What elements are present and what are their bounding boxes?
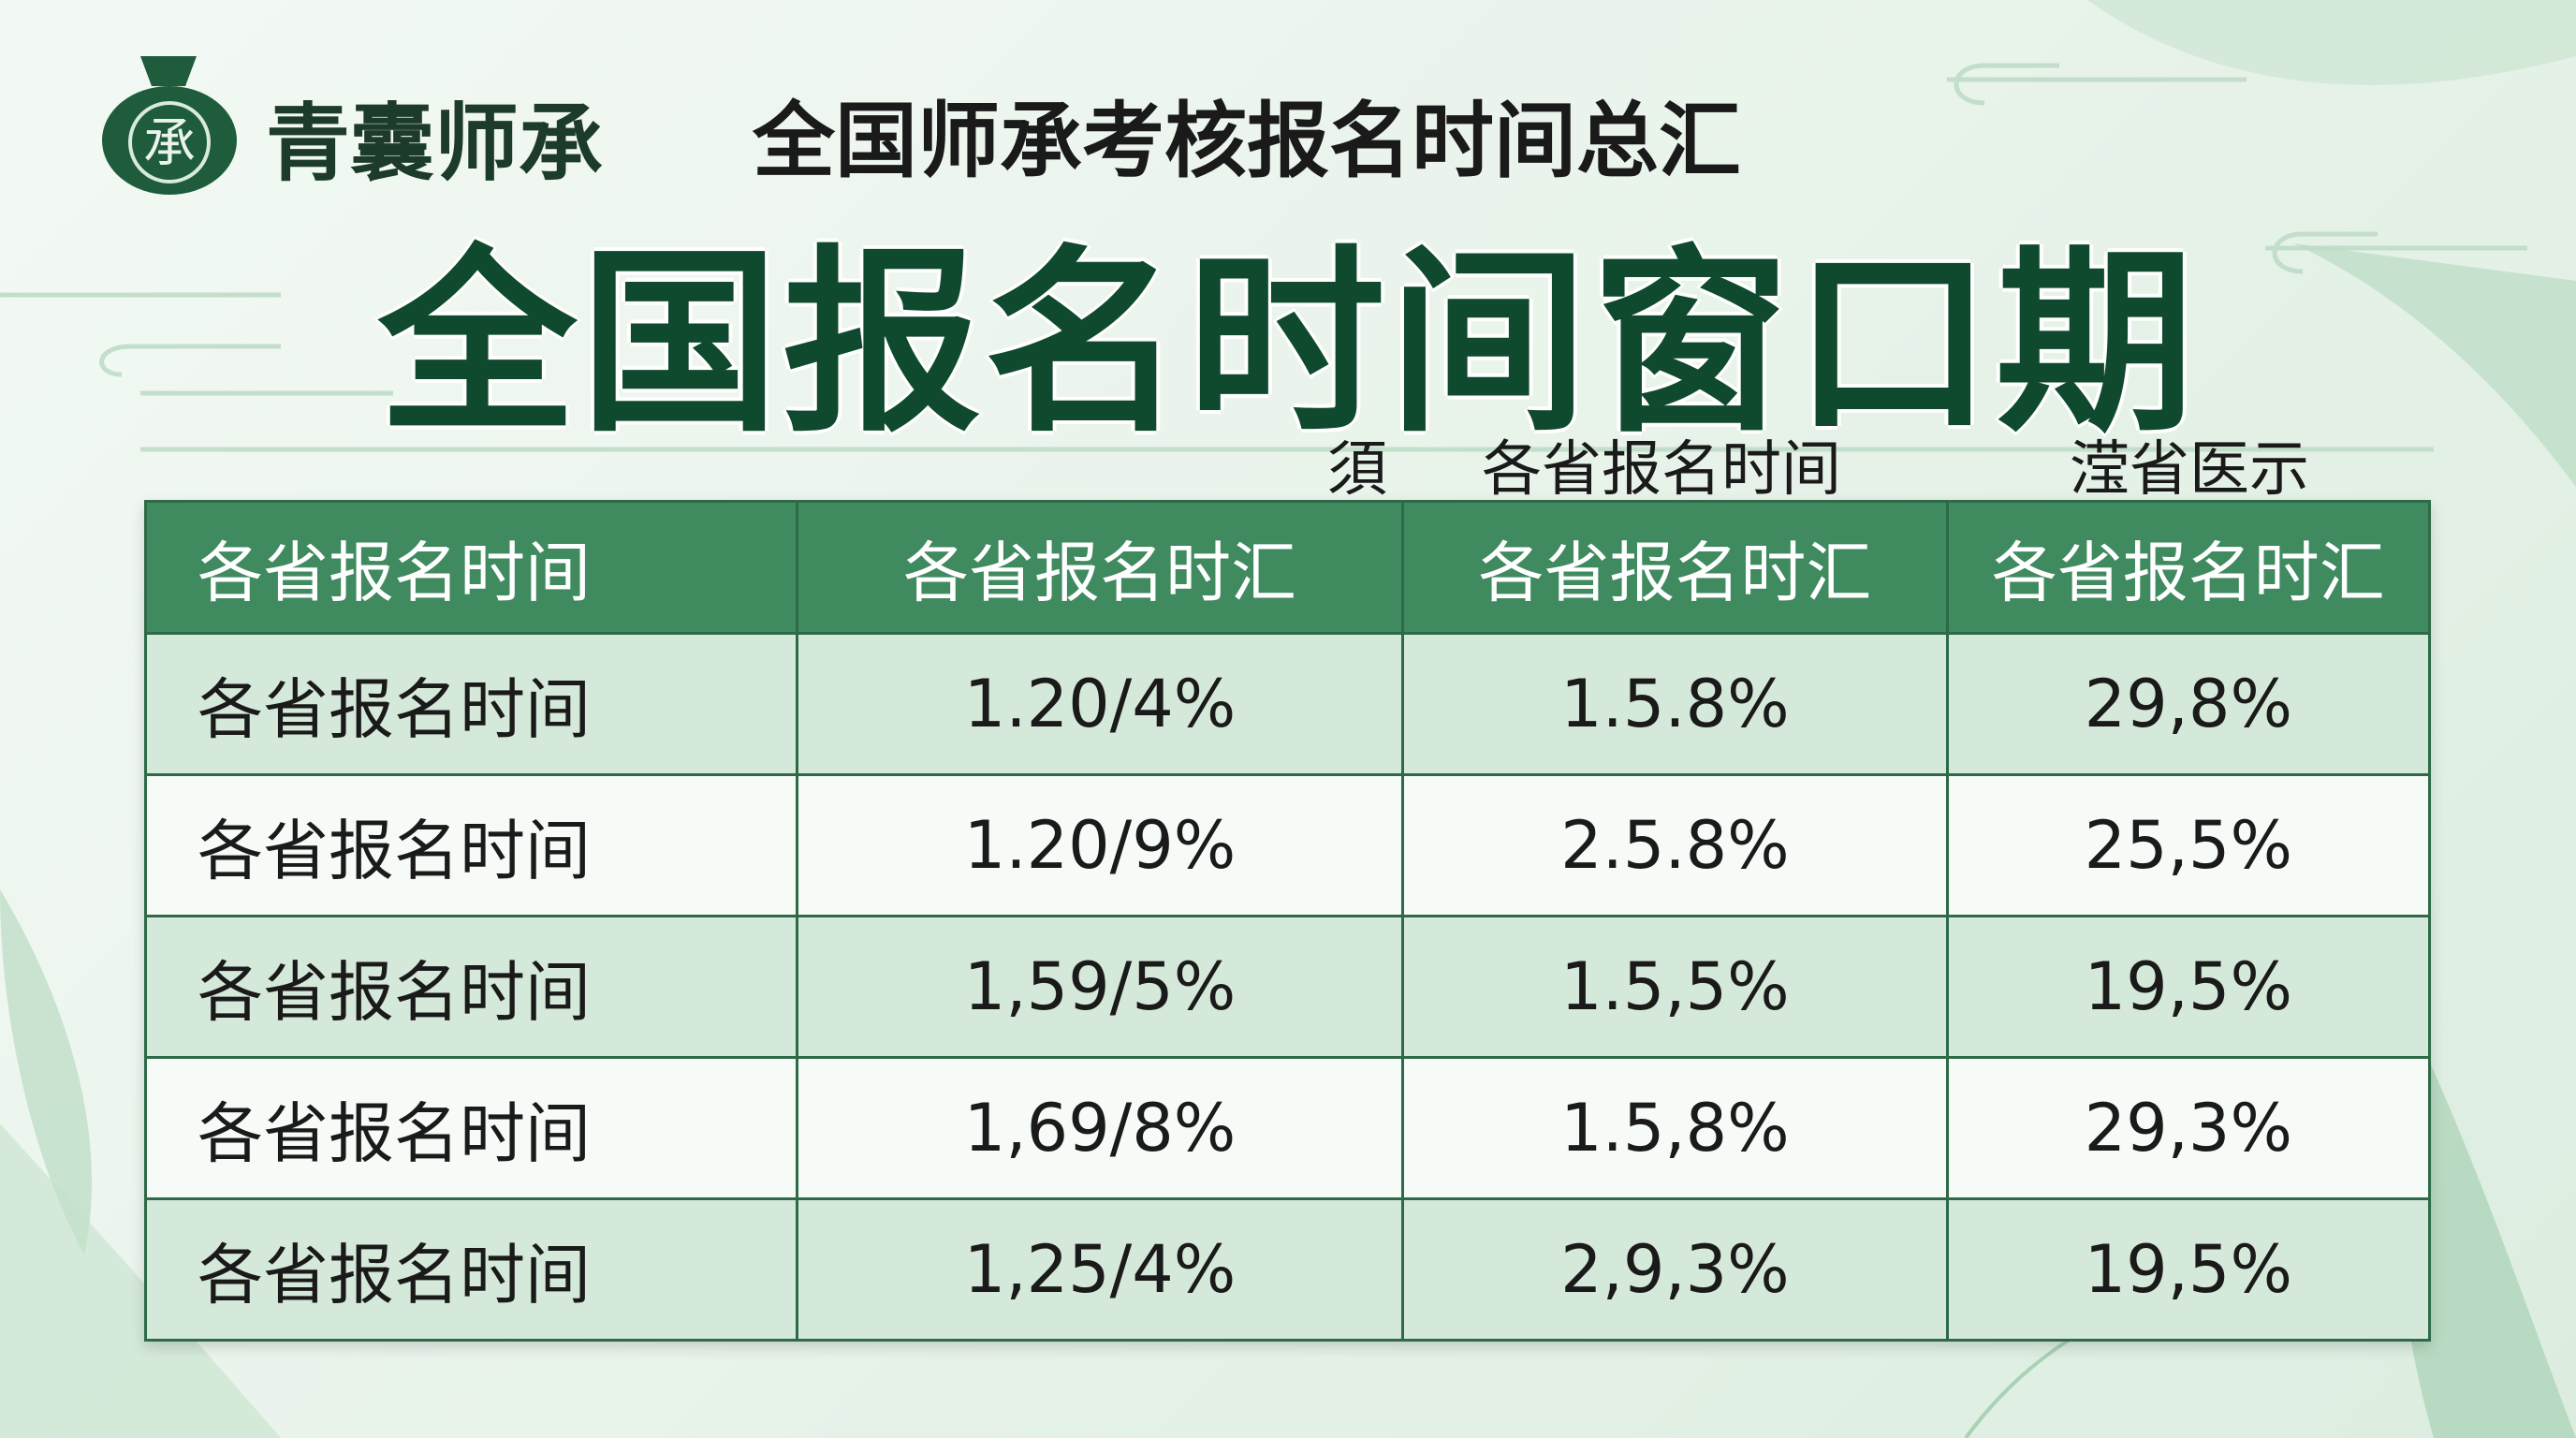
table-row: 各省报名时间 1,59/5% 1.5,5% 19,5% [144,915,2432,1059]
table: 各省报名时间 各省报名时汇 各省报名时汇 各省报名时汇 各省报名时间 1.20/4% 1.… [144,500,2432,1342]
header-row: 各省报名时间 各省报名时汇 各省报名时汇 各省报名时汇 [144,500,2432,635]
row-label: 各省报名时间 [144,1197,798,1342]
cell: 1.5,8% [1401,1056,1949,1200]
cell: 25,5% [1945,773,2432,917]
cell: 1,59/5% [795,915,1405,1059]
subtitle: 全国师承考核报名时间总汇 [753,93,1742,189]
cell: 1.20/4% [795,632,1405,776]
cell: 1.5.8% [1401,632,1949,776]
table-row: 各省报名时间 1,25/4% 2,9,3% 19,5% [144,1197,2432,1342]
row-label: 各省报名时间 [144,915,798,1059]
cell: 29,8% [1945,632,2432,776]
column-header: 各省报名时间 [144,500,798,635]
table-label: 各省报名时间 [1482,435,1841,505]
table-row: 各省报名时间 1.20/9% 2.5.8% 25,5% [144,773,2432,917]
table-label: 須 [1327,435,1387,505]
column-header: 各省报名时汇 [1401,500,1949,635]
table-row: 各省报名时间 1,69/8% 1.5,8% 29,3% [144,1056,2432,1200]
logo: 承 [102,56,237,195]
cell: 1.20/9% [795,773,1405,917]
cell: 1,69/8% [795,1056,1405,1200]
row-label: 各省报名时间 [144,1056,798,1200]
cell: 2,9,3% [1401,1197,1949,1342]
column-header: 各省报名时汇 [1945,500,2432,635]
brand: 青囊师承 [266,95,603,193]
cell: 1,25/4% [795,1197,1405,1342]
cell: 19,5% [1945,915,2432,1059]
cell: 19,5% [1945,1197,2432,1342]
table-row: 各省报名时间 1.20/4% 1.5.8% 29,8% [144,632,2432,776]
title: 全国报名时间窗口期 [378,227,2198,459]
column-header: 各省报名时汇 [795,500,1405,635]
row-label: 各省报名时间 [144,773,798,917]
cell: 2.5.8% [1401,773,1949,917]
row-label: 各省报名时间 [144,632,798,776]
logo-text: 承 [143,113,196,174]
table-label: 滢省医示 [2070,435,2309,505]
cell: 29,3% [1945,1056,2432,1200]
cell: 1.5,5% [1401,915,1949,1059]
